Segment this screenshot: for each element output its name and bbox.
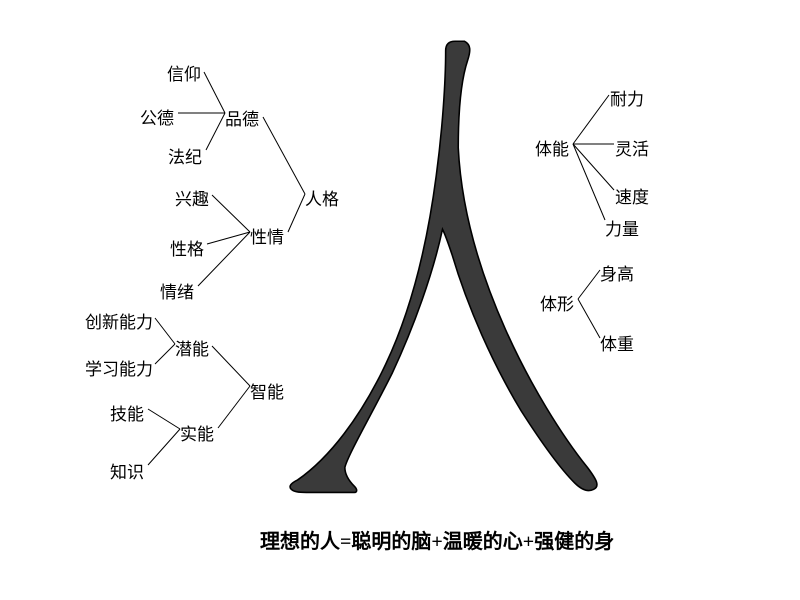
- caption: 理想的人=聪明的脑+温暖的心+强健的身: [260, 525, 614, 554]
- node-qingxu: 情绪: [160, 278, 194, 303]
- node-shineng: 实能: [180, 420, 214, 445]
- node-shengao: 身高: [600, 260, 634, 285]
- node-naili: 耐力: [610, 85, 644, 110]
- node-linghuo: 灵活: [615, 135, 649, 160]
- node-faji: 法纪: [168, 143, 202, 168]
- character-ren: [285, 35, 600, 510]
- node-chuangxin: 创新能力: [85, 308, 153, 333]
- node-pinde: 品德: [225, 105, 259, 130]
- node-renge: 人格: [305, 185, 339, 210]
- node-tizhong: 体重: [600, 330, 634, 355]
- node-jineng: 技能: [110, 400, 144, 425]
- node-sudu: 速度: [615, 183, 649, 208]
- node-liliang: 力量: [605, 215, 639, 240]
- node-zhineng: 智能: [250, 378, 284, 403]
- node-qianneng: 潜能: [175, 335, 209, 360]
- node-xuexi: 学习能力: [85, 355, 153, 380]
- node-xinyang: 信仰: [167, 60, 201, 85]
- node-gongde: 公德: [140, 104, 174, 129]
- node-zhishi: 知识: [110, 458, 144, 483]
- node-xingqing: 性情: [250, 223, 284, 248]
- node-xingge: 性格: [170, 235, 204, 260]
- node-tixing: 体形: [540, 290, 574, 315]
- node-xingqu: 兴趣: [175, 185, 209, 210]
- node-tineng: 体能: [535, 135, 569, 160]
